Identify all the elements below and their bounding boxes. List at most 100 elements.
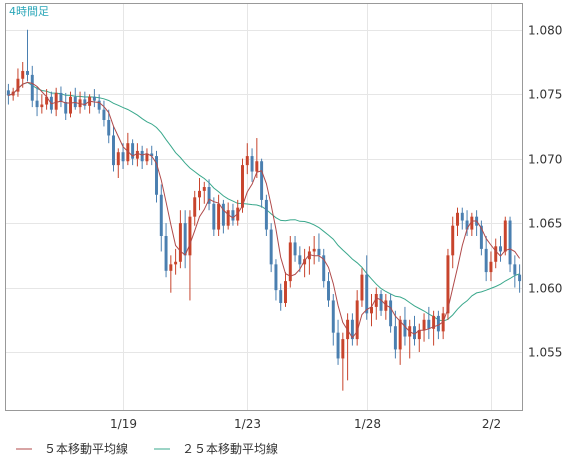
- candle-body: [221, 203, 225, 226]
- y-tick-label: 1.080: [528, 24, 562, 38]
- candle: [112, 126, 115, 172]
- x-tick-label: 2/2: [482, 417, 501, 431]
- candle-body: [131, 143, 135, 159]
- candle: [255, 138, 259, 178]
- candle: [212, 197, 216, 236]
- candle-body: [284, 281, 287, 304]
- y-axis: 1.055 1.060 1.065 1.070 1.075 1.080: [528, 24, 562, 360]
- candle-body: [460, 212, 464, 221]
- y-tick-label: 1.065: [528, 217, 562, 231]
- candle: [107, 109, 111, 144]
- candle-body: [322, 255, 326, 282]
- candle: [370, 294, 373, 327]
- candle: [393, 310, 397, 359]
- candle-body: [54, 92, 58, 110]
- candle: [198, 178, 201, 211]
- candle: [102, 100, 106, 127]
- candle-body: [193, 197, 197, 217]
- candle-body: [159, 194, 163, 236]
- candle-body: [83, 99, 87, 106]
- candle-body: [164, 236, 168, 271]
- candle-body: [241, 165, 244, 208]
- candle: [92, 89, 96, 108]
- candle: [389, 294, 393, 333]
- candle: [226, 202, 230, 230]
- candle: [508, 216, 512, 273]
- candle: [303, 248, 307, 278]
- candle-body: [255, 161, 259, 172]
- legend-ma25-label: ２５本移動平均線: [182, 441, 278, 456]
- candle: [427, 306, 431, 340]
- candle-body: [513, 264, 517, 275]
- candle: [298, 246, 302, 273]
- candle-body: [35, 100, 39, 108]
- candle: [145, 148, 149, 166]
- candle: [479, 220, 483, 256]
- candle: [221, 199, 225, 234]
- candle-body: [331, 300, 335, 333]
- candle: [73, 87, 77, 110]
- candle-body: [336, 332, 340, 359]
- candle-body: [327, 281, 330, 301]
- candle-body: [6, 90, 10, 96]
- candle-body: [370, 306, 373, 314]
- candle: [379, 290, 383, 316]
- candle: [241, 158, 244, 213]
- y-tick-label: 1.075: [528, 88, 562, 102]
- candle-body: [264, 199, 268, 230]
- x-axis: 1/19 1/23 1/28 2/2: [110, 417, 501, 431]
- candle: [484, 236, 488, 282]
- candle: [432, 310, 436, 346]
- candle-body: [178, 223, 182, 262]
- candle: [169, 255, 173, 293]
- candle-body: [155, 156, 158, 195]
- candle: [465, 210, 469, 236]
- candle: [350, 313, 354, 346]
- candle: [250, 148, 254, 182]
- candle-body: [217, 203, 221, 230]
- candle-body: [250, 156, 254, 172]
- candle-body: [432, 315, 436, 329]
- candle-body: [374, 294, 378, 307]
- candle: [16, 68, 20, 97]
- candle: [155, 150, 158, 203]
- candle: [159, 184, 163, 252]
- candle: [135, 143, 139, 167]
- candle: [274, 259, 278, 301]
- candle-body: [451, 225, 455, 256]
- candle-body: [198, 190, 201, 198]
- candle-body: [97, 100, 101, 110]
- candle-body: [121, 152, 125, 162]
- x-tick-label: 1/19: [110, 417, 137, 431]
- candle-body: [73, 96, 77, 108]
- candle: [64, 92, 68, 120]
- candle: [331, 294, 335, 346]
- candle: [97, 94, 101, 114]
- candle: [188, 210, 192, 301]
- candle-body: [413, 326, 416, 340]
- candle: [140, 145, 144, 169]
- candle: [279, 283, 283, 311]
- candle-body: [260, 161, 264, 200]
- candle: [494, 238, 498, 269]
- candle: [360, 268, 364, 307]
- candle-body: [508, 220, 512, 265]
- candle: [470, 212, 474, 236]
- candles: [6, 29, 522, 391]
- candle: [116, 148, 120, 178]
- candle-body: [16, 78, 20, 92]
- candle: [231, 203, 235, 226]
- candle: [202, 181, 206, 204]
- candle-body: [393, 326, 397, 350]
- candle-body: [341, 339, 345, 359]
- candle: [269, 223, 273, 273]
- candle-body: [112, 135, 115, 166]
- candle: [217, 194, 221, 236]
- y-tick-label: 1.060: [528, 282, 562, 296]
- candle: [456, 207, 459, 236]
- candle-body: [145, 153, 149, 162]
- candle: [355, 290, 359, 346]
- candle: [121, 143, 125, 169]
